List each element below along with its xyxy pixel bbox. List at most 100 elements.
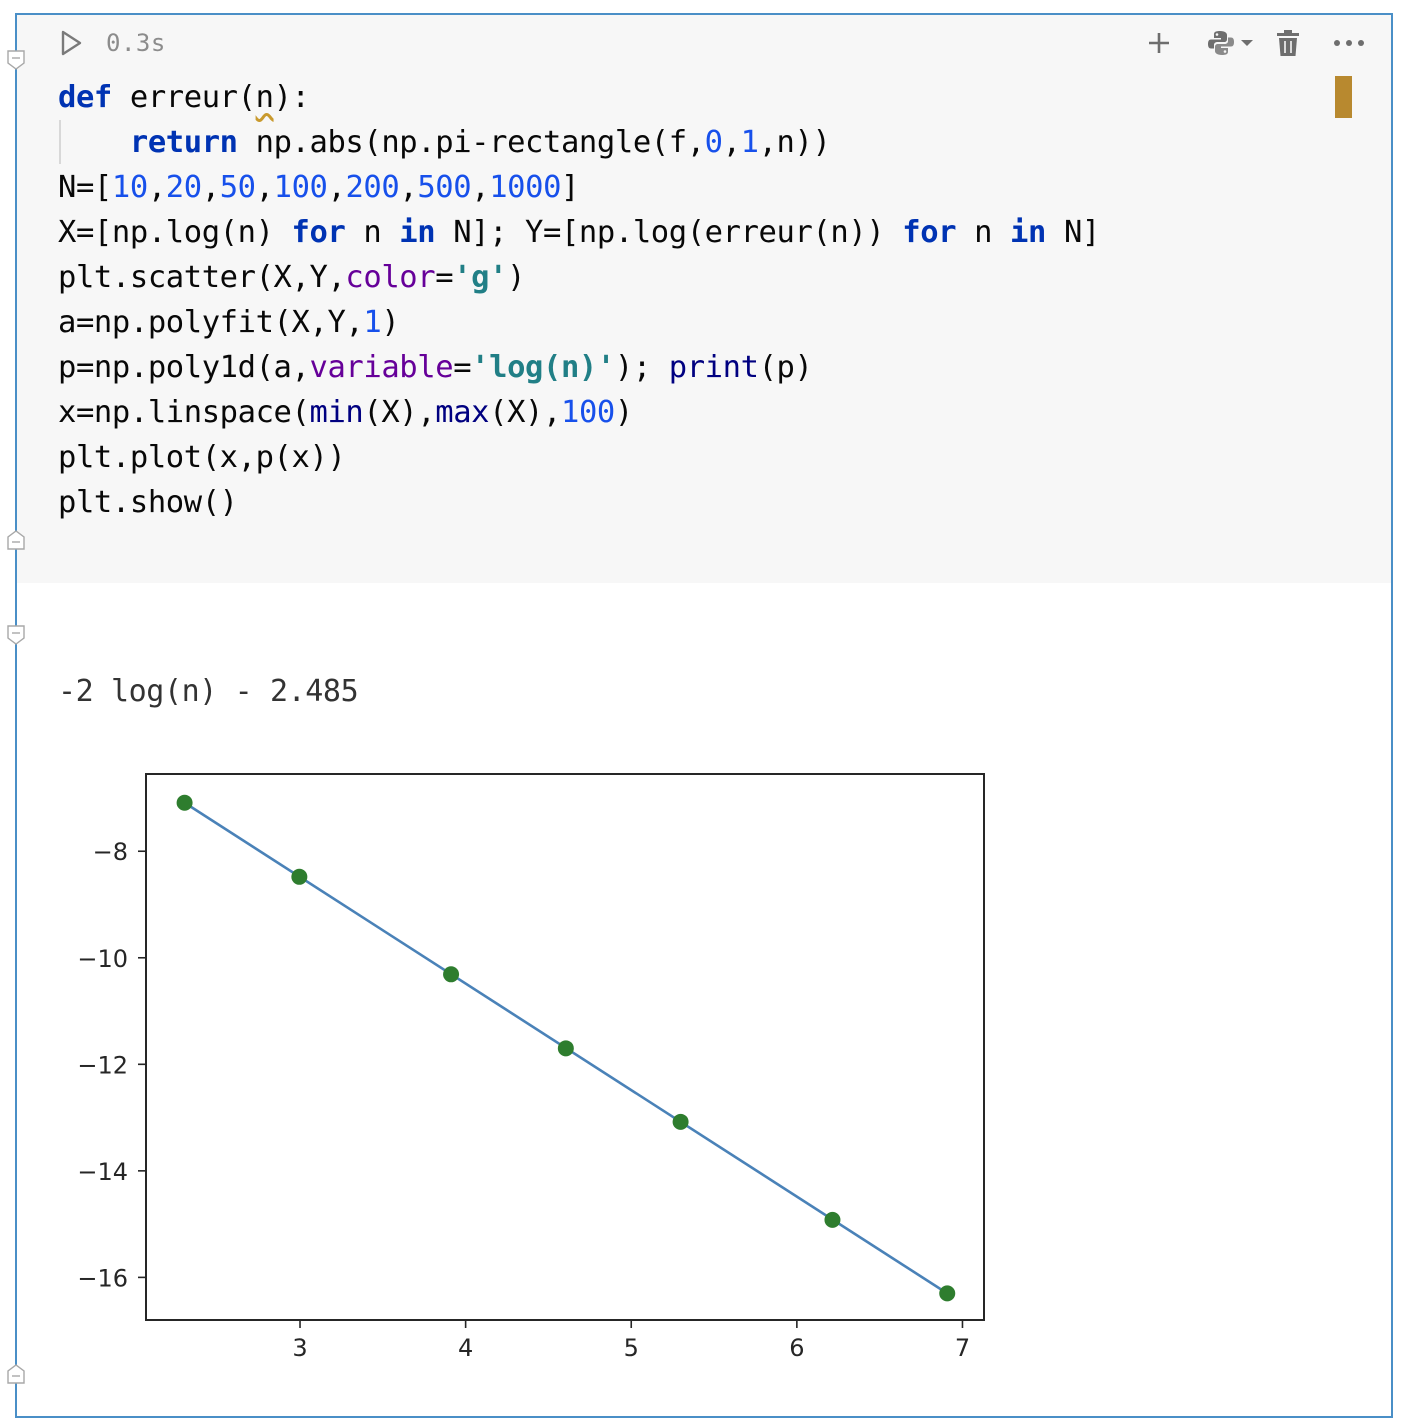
code-token: 'log(n)' [471,350,615,385]
kernel-select-button[interactable] [1200,26,1260,60]
code-token: (X), [489,395,561,430]
execution-time: 0.3s [106,29,166,57]
code-token: ,n)) [758,125,831,160]
code-token: , [327,170,346,205]
code-line[interactable]: X=[np.log(n) for n in N]; Y=[np.log(erre… [58,210,1100,255]
code-token: def [58,80,112,115]
code-line[interactable]: plt.show() [58,480,1100,525]
x-tick-label: 7 [955,1334,970,1362]
code-token: for [291,215,346,250]
code-token: ) [381,305,400,340]
fold-end-marker-icon[interactable] [7,530,25,550]
code-token: N=[ [58,170,112,205]
cell-run-bar: 0.3s [58,28,166,58]
code-token: ) [614,395,633,430]
notebook-cell [15,13,1393,1418]
scatter-point [176,794,193,811]
code-token: variable [309,350,454,385]
code-line[interactable]: N=[10,20,50,100,200,500,1000] [58,165,1100,210]
code-token: , [399,170,418,205]
y-tick-label: −12 [77,1051,128,1079]
code-line[interactable]: def erreur(n): [58,75,1100,120]
code-token: print [668,350,759,385]
code-token: 500 [417,170,472,205]
code-token: plt.plot(x,p(x)) [58,440,346,475]
play-icon [61,30,82,56]
code-token: (p) [758,350,813,385]
cell-toolbar [1144,26,1366,60]
chevron-down-icon [1241,40,1253,46]
y-tick-label: −8 [93,838,128,866]
code-token: x=np.linspace( [58,395,310,430]
scatter-point [291,868,308,885]
code-line[interactable]: plt.scatter(X,Y,color='g') [58,255,1100,300]
x-tick-label: 6 [789,1334,804,1362]
fold-end-marker-icon[interactable] [7,1364,25,1384]
cell-output-text: -2 log(n) - 2.485 [58,674,359,709]
scatter-point [557,1040,574,1057]
code-line[interactable]: p=np.poly1d(a,variable='log(n)'); print(… [58,345,1100,390]
code-token: p=np.poly1d(a, [58,350,310,385]
add-cell-button[interactable] [1144,26,1174,60]
code-editor[interactable]: def erreur(n): return np.abs(np.pi-recta… [58,75,1100,525]
python-icon [1208,31,1234,55]
scatter-point [939,1285,956,1302]
code-token: min [309,395,364,430]
code-token: , [722,125,741,160]
code-token: np.abs(np.pi-rectangle(f, [237,125,705,160]
code-token: 1 [740,125,759,160]
code-token: color [345,260,436,295]
x-tick-label: 5 [624,1334,639,1362]
code-token [58,125,130,160]
code-token: 1000 [489,170,562,205]
code-token: = [435,260,454,295]
code-token: 20 [165,170,202,205]
plot-frame [145,773,985,1321]
code-token: 100 [273,170,328,205]
y-tick-label: −16 [77,1264,128,1292]
code-token: 200 [345,170,400,205]
y-tick-label: −14 [77,1158,128,1186]
x-tick-label: 3 [292,1334,307,1362]
code-token: , [147,170,166,205]
code-token: 100 [560,395,615,430]
run-cell-button[interactable] [58,29,84,57]
code-token: 10 [111,170,148,205]
indent-guide [59,120,61,164]
code-line[interactable]: return np.abs(np.pi-rectangle(f,0,1,n)) [58,120,1100,165]
x-tick-label: 4 [458,1334,473,1362]
code-token: plt.show() [58,485,238,520]
code-token: for [902,215,957,250]
code-token: plt.scatter(X,Y, [58,260,346,295]
more-actions-button[interactable] [1332,26,1366,60]
code-line[interactable]: a=np.polyfit(X,Y,1) [58,300,1100,345]
code-token: n [255,80,274,115]
code-token: ): [273,80,310,115]
code-token: , [255,170,274,205]
code-token: 'g' [453,260,508,295]
scatter-point [672,1113,689,1130]
code-token: a=np.polyfit(X,Y, [58,305,364,340]
code-token: in [399,215,436,250]
delete-cell-button[interactable] [1274,26,1302,60]
code-line[interactable]: x=np.linspace(min(X),max(X),100) [58,390,1100,435]
code-token: ] [561,170,580,205]
code-cell-editor[interactable] [17,15,1391,583]
code-token: , [471,170,490,205]
fold-marker-icon[interactable] [7,625,25,645]
code-token: in [1010,215,1046,250]
scatter-plot-output: 3 4 5 6 7 −8 −10 −12 −14 −16 [77,773,985,1362]
code-token: n [956,215,1011,250]
trash-icon [1277,30,1299,56]
code-token: N] [1045,215,1100,250]
code-token: 0 [704,125,723,160]
inspection-status-marker [1335,76,1352,118]
code-token: X=[np.log(n) [58,215,292,250]
code-token: max [435,395,490,430]
code-token: 50 [219,170,256,205]
code-token: return [129,125,238,160]
fold-marker-icon[interactable] [7,50,25,70]
y-tick-label: −10 [77,945,128,973]
code-token: ); [614,350,669,385]
code-line[interactable]: plt.plot(x,p(x)) [58,435,1100,480]
